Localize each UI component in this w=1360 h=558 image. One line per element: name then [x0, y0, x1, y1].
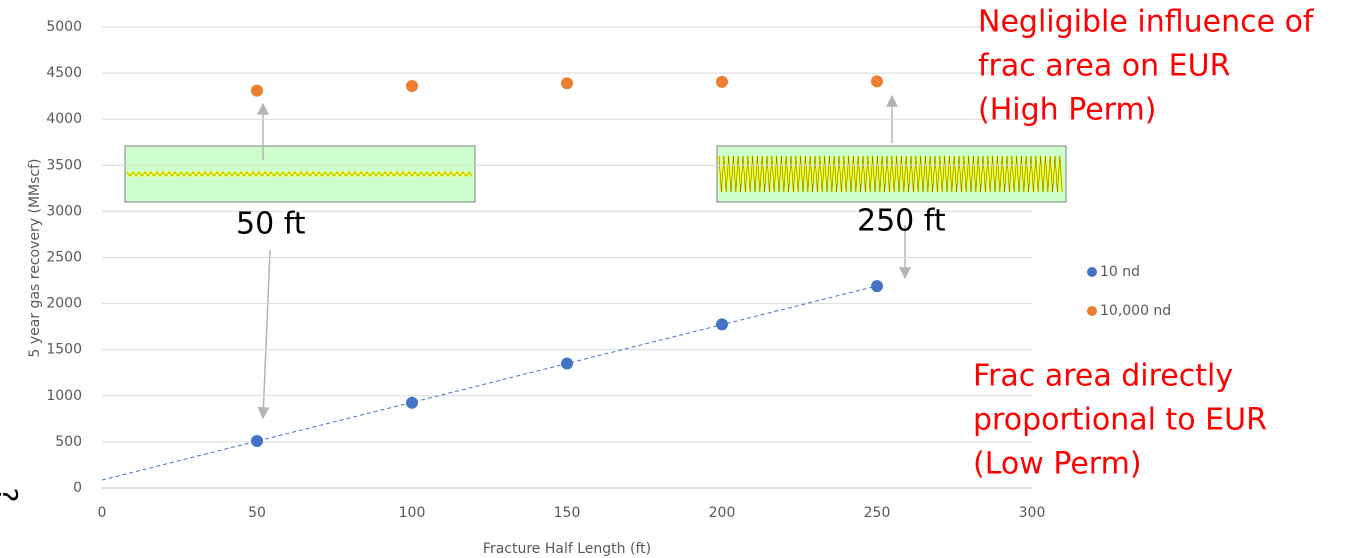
x-tick-label: 300 — [1019, 505, 1046, 521]
y-tick-label: 1000 — [46, 388, 82, 404]
y-tick-label: 4500 — [46, 65, 82, 81]
y-tick-label: 500 — [55, 434, 82, 450]
legend-label: 10 nd — [1100, 264, 1140, 280]
data-point — [561, 77, 573, 90]
data-point — [406, 80, 418, 93]
x-tick-label: 100 — [399, 505, 426, 521]
data-point — [871, 280, 883, 293]
annotation: (Low Perm) — [973, 447, 1142, 482]
y-tick-label: 3000 — [46, 203, 82, 219]
x-tick-label: 150 — [554, 505, 581, 521]
y-tick-label: 0 — [73, 480, 82, 496]
annotation: (High Perm) — [978, 93, 1156, 128]
annotation: Frac area directly — [973, 359, 1233, 394]
x-axis-label: Fracture Half Length (ft) — [483, 541, 651, 557]
x-tick-label: 200 — [709, 505, 736, 521]
legend-marker — [1087, 306, 1097, 316]
fracture-insets — [124, 145, 1067, 203]
data-point — [406, 396, 418, 409]
fracture-zigzag-edge — [126, 171, 473, 177]
data-point — [716, 75, 728, 88]
data-point — [251, 84, 263, 97]
x-tick-label: 50 — [248, 505, 266, 521]
y-tick-label: 4000 — [46, 111, 82, 127]
arrow — [257, 249, 271, 420]
x-tick-label: 250 — [864, 505, 891, 521]
y-tick-label: 1500 — [46, 342, 82, 358]
annotation: ? — [0, 488, 24, 503]
data-point — [561, 357, 573, 370]
y-tick-label: 2500 — [46, 250, 82, 266]
trendline — [101, 285, 878, 481]
annotation: 250 ft — [857, 204, 946, 239]
y-tick-label: 2000 — [46, 296, 82, 312]
fracture-zigzag-edge — [718, 155, 1063, 193]
annotation: 50 ft — [236, 207, 306, 242]
legend-label: 10,000 nd — [1100, 303, 1171, 319]
annotation: proportional to EUR — [973, 403, 1267, 438]
y-tick-label: 3500 — [46, 157, 82, 173]
annotation: frac area on EUR — [978, 49, 1230, 84]
annotation: Negligible influence of — [978, 5, 1315, 40]
x-tick-label: 0 — [98, 505, 107, 521]
data-point — [716, 318, 728, 331]
y-tick-label: 5000 — [46, 19, 82, 35]
data-point — [251, 434, 263, 447]
y-axis-label: 5 year gas recovery (MMscf) — [27, 159, 43, 358]
legend-marker — [1087, 267, 1097, 277]
arrows — [257, 94, 911, 420]
data-point — [871, 75, 883, 88]
